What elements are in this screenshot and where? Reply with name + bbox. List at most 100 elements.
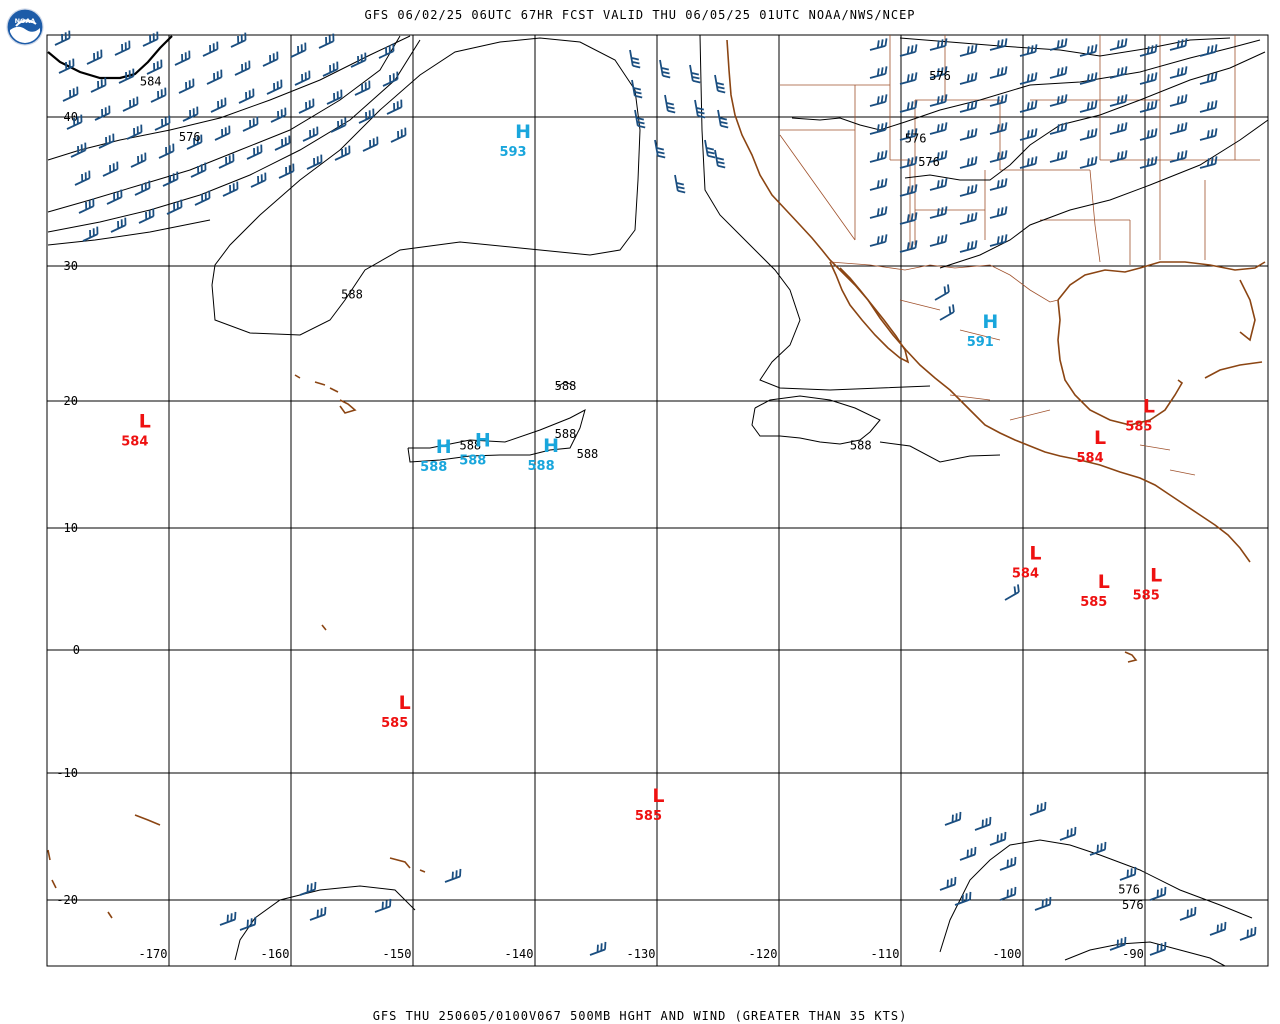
map-header-title: GFS 06/02/25 06UTC 67HR FCST VALID THU 0… [364,8,916,22]
lat-label: -20 [56,893,78,907]
lat-label: 30 [64,259,78,273]
wind-barb [250,172,267,188]
state-borders [779,35,1260,265]
wind-barb [954,891,972,906]
wind-barb [1199,100,1218,113]
wind-barb [330,117,347,133]
wind-barb [929,66,948,79]
lon-label: -160 [261,947,290,961]
wind-barb [959,184,978,197]
wind-barb [98,133,115,149]
contour-label: 588 [459,438,481,452]
contour-label: 576 [1122,898,1144,912]
wind-barb [362,136,379,152]
wind-barb [944,811,962,826]
wind-barb [239,916,257,931]
low-center-value: 584 [1012,567,1039,582]
wind-barb [899,100,918,113]
latitude-labels: 40 30 20 10 0 -10 -20 [56,110,80,907]
wind-barb [1109,150,1128,163]
wind-barb [62,86,79,102]
high-center-value: 588 [420,460,447,475]
lon-label: -150 [383,947,412,961]
wind-barb [222,181,239,197]
contour-576-southeast [1064,941,1226,967]
wind-barb [869,122,888,135]
contour-north-america-c [939,119,1269,269]
wind-barb [318,33,335,49]
wind-barb [1169,66,1188,79]
wind-barb [299,881,317,896]
wind-barb [58,58,75,74]
wind-barb [138,208,155,224]
wind-barb [94,105,111,121]
wind-barb [1199,128,1218,141]
wind-barb [82,226,99,242]
contour-north-america-a [791,39,1261,131]
gulf-of-mexico-coast [1057,261,1266,426]
wind-barb [631,79,643,99]
wind-barb [266,79,283,95]
wind-barb [382,71,399,87]
wind-barb [54,30,71,46]
wind-barb [989,178,1008,191]
contour-588-central [211,37,641,336]
lat-label: 20 [64,394,78,408]
wind-barb [1199,156,1218,169]
wind-barb [959,72,978,85]
wind-barb [929,150,948,163]
wind-barb [210,97,227,113]
high-center-letter: H [515,121,531,143]
wind-barb [214,125,231,141]
wind-barb [390,127,407,143]
wind-barb [899,156,918,169]
wind-barb [899,212,918,225]
cuba-coast [1204,361,1263,379]
wind-barb [1169,122,1188,135]
wind-barb [999,886,1017,901]
wind-barb [1019,72,1038,85]
wind-barb [989,206,1008,219]
contour-label: 576 [1118,883,1140,897]
low-center-letter: L [1029,543,1041,565]
wind-barb [1004,584,1020,601]
wind-barb [1139,72,1158,85]
high-center-letter: H [982,311,998,333]
wind-barb [242,116,259,132]
wind-barb [1149,941,1167,956]
galapagos-islands [1124,651,1138,663]
wind-barb [959,100,978,113]
wind-barb [262,51,279,67]
wind-barb [929,178,948,191]
wind-barb [278,163,295,179]
wind-barb [146,59,163,75]
coastlines [47,39,1266,919]
wind-barb [166,199,183,215]
wind-barb [182,106,199,122]
contour-label: 588 [555,379,577,393]
wind-barb [274,135,291,151]
wind-barb [106,189,123,205]
wind-barb [122,96,139,112]
wind-barb [1169,94,1188,107]
lat-label: -10 [56,766,78,780]
wind-barb [989,122,1008,135]
wind-barb [989,94,1008,107]
wind-barb [358,108,375,124]
wind-barb [634,109,646,129]
wind-barb [689,64,701,84]
wind-barb [190,162,207,178]
wind-barb [1049,66,1068,79]
contour-576-northwest [47,35,411,161]
wind-barb [178,78,195,94]
wind-barb [717,109,729,129]
wind-barb [246,144,263,160]
noaa-logo: NOAA [6,8,44,46]
wind-barb [102,161,119,177]
wind-barb [974,816,992,831]
wind-barb [230,32,247,48]
wind-barb [999,856,1017,871]
wind-barb [1139,156,1158,169]
wind-barb [1059,826,1077,841]
wind-barb [309,906,327,921]
